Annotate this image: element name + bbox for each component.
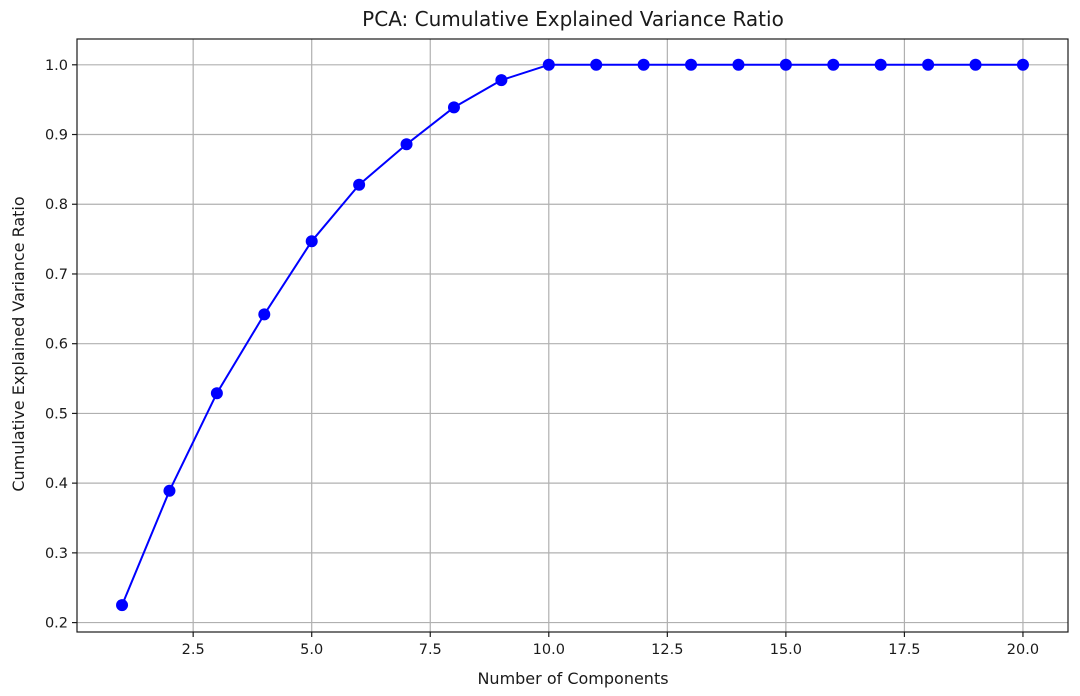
data-point [637, 58, 650, 71]
data-point [353, 178, 366, 191]
data-point [590, 58, 603, 71]
y-tick-label: 0.7 [45, 267, 68, 283]
data-point [779, 58, 792, 71]
data-point [305, 235, 318, 248]
y-tick-label: 0.6 [45, 337, 68, 353]
y-tick-label: 1.0 [45, 58, 68, 74]
y-axis-ticks: 0.2 0.3 0.4 0.5 0.6 0.7 0.8 0.9 1.0 [45, 58, 77, 632]
data-point [495, 74, 508, 87]
y-tick-label: 0.2 [45, 616, 68, 632]
data-series [116, 58, 1029, 612]
plot-frame [76, 38, 1069, 633]
series-line [121, 63, 1023, 606]
data-point [258, 308, 271, 321]
data-point [827, 58, 840, 71]
data-point [542, 58, 555, 71]
y-tick-label: 0.5 [45, 406, 68, 422]
x-tick-label: 5.0 [300, 642, 323, 658]
data-point [447, 101, 460, 114]
x-axis-ticks: 2.5 5.0 7.5 10.0 12.5 15.0 17.5 20.0 [182, 632, 1039, 658]
data-point [969, 58, 982, 71]
data-point [116, 599, 129, 612]
y-tick-label: 0.4 [45, 476, 68, 492]
data-point [1016, 58, 1029, 71]
x-tick-label: 15.0 [770, 642, 802, 658]
data-point [163, 484, 176, 497]
x-tick-label: 2.5 [182, 642, 205, 658]
y-tick-label: 0.8 [45, 197, 68, 213]
y-axis-label: Cumulative Explained Variance Ratio [9, 196, 28, 491]
x-tick-label: 17.5 [888, 642, 920, 658]
x-axis-label: Number of Components [477, 669, 668, 688]
axes [76, 38, 1069, 633]
x-tick-label: 20.0 [1007, 642, 1039, 658]
x-tick-label: 7.5 [419, 642, 442, 658]
data-point [732, 58, 745, 71]
x-tick-label: 12.5 [651, 642, 683, 658]
data-point [874, 58, 887, 71]
y-tick-label: 0.3 [45, 546, 68, 562]
y-tick-label: 0.9 [45, 128, 68, 144]
x-tick-label: 10.0 [533, 642, 565, 658]
grid-lines [77, 39, 1068, 632]
chart-title: PCA: Cumulative Explained Variance Ratio [362, 7, 784, 31]
data-point [400, 138, 413, 151]
data-point [922, 58, 935, 71]
data-point [210, 387, 223, 400]
data-point [685, 58, 698, 71]
